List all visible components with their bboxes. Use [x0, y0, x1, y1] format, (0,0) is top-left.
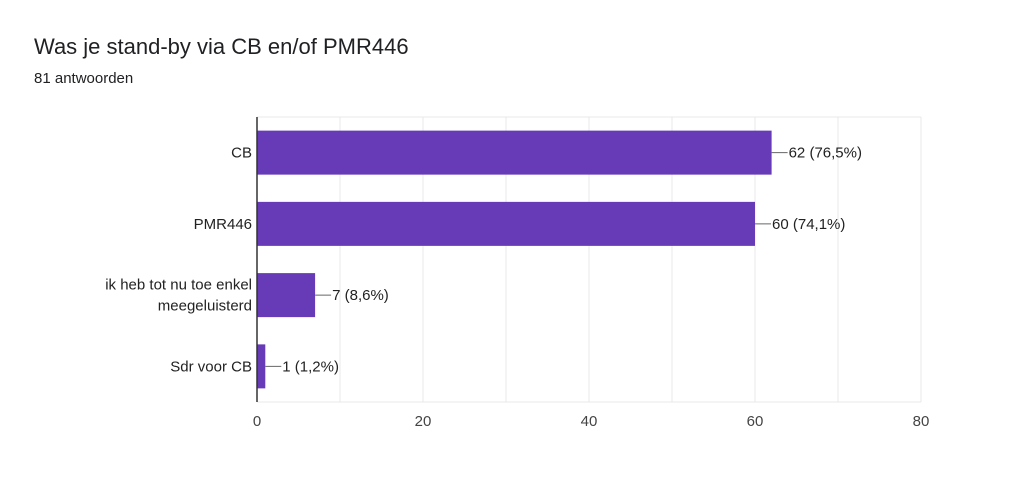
x-tick-label: 20: [415, 413, 432, 430]
x-tick-label: 80: [913, 413, 930, 430]
bars: [257, 130, 772, 389]
category-label-line: Sdr voor CB: [170, 358, 252, 375]
category-label-line: meegeluisterd: [158, 298, 252, 315]
data-label: 60 (74,1%): [772, 216, 845, 233]
category-label: Sdr voor CB: [170, 358, 252, 375]
labels: 62 (76,5%) CB 60 (74,1%) PMR446 7 (8,6%) ik h…: [105, 145, 862, 376]
bar[interactable]: [257, 201, 755, 246]
category-label: PMR446: [194, 216, 252, 233]
x-tick-label: 40: [581, 413, 598, 430]
chart-title: Was je stand-by via CB en/of PMR446: [34, 34, 409, 59]
data-label: 7 (8,6%): [332, 287, 389, 304]
category-label-line: PMR446: [194, 216, 252, 233]
category-label: ik heb tot nu toe enkel meegeluisterd: [105, 277, 252, 315]
axes: 0 20 40 60 80: [253, 117, 930, 430]
bar[interactable]: [257, 273, 316, 318]
bar[interactable]: [257, 130, 772, 175]
x-tick-label: 0: [253, 413, 261, 430]
data-label: 62 (76,5%): [789, 145, 862, 162]
category-label-line: ik heb tot nu toe enkel: [105, 277, 252, 294]
x-tick-label: 60: [747, 413, 764, 430]
data-label: 1 (1,2%): [282, 358, 339, 375]
response-count: 81 antwoorden: [34, 70, 134, 87]
category-label-line: CB: [231, 145, 252, 162]
category-label: CB: [231, 145, 252, 162]
bar[interactable]: [257, 344, 266, 389]
